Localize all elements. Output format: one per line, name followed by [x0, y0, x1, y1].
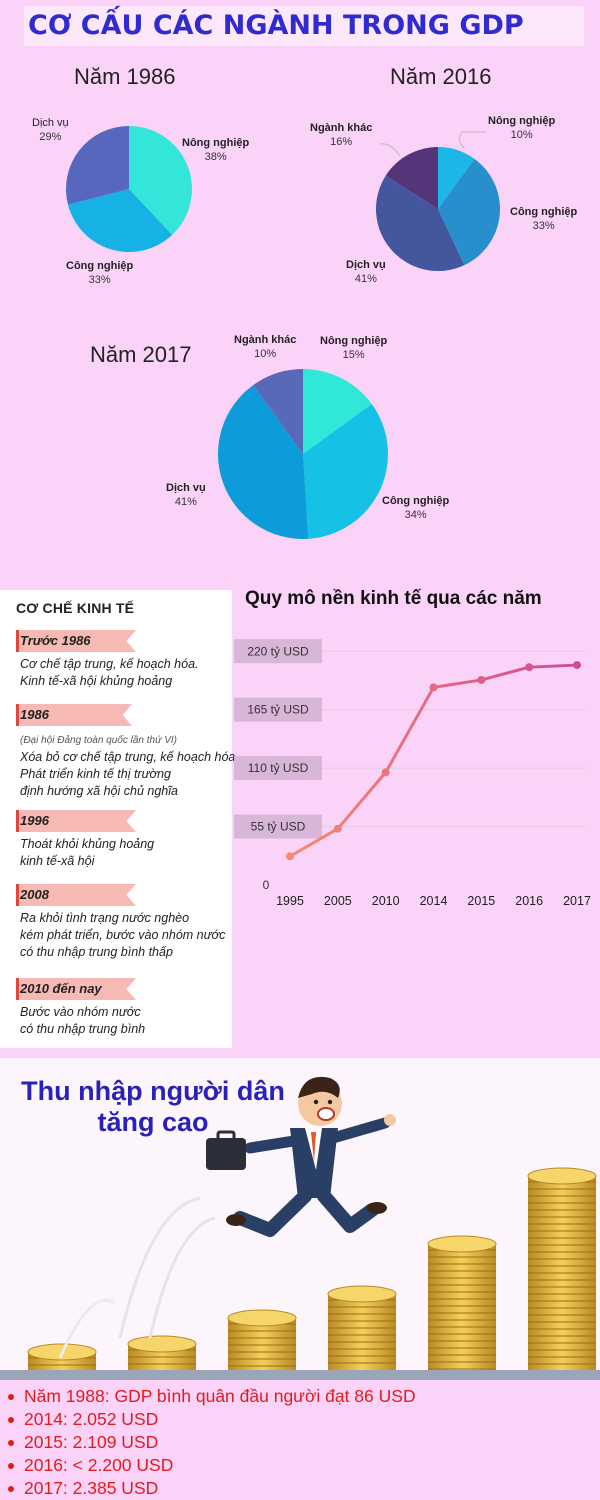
pie-slice-3	[253, 369, 303, 454]
data-point	[429, 683, 438, 692]
page-title: CƠ CẤU CÁC NGÀNH TRONG GDP	[24, 6, 584, 46]
x-tick-label: 2014	[420, 894, 448, 908]
list-item: 2014: 2.052 USD	[8, 1408, 416, 1431]
pie-2016-label-nganh-khac: Ngành khác 16%	[310, 122, 373, 148]
pie-2017-label-dich-vu: Dịch vụ 41%	[166, 482, 206, 508]
y-tick-label: 165 tỷ USD	[247, 703, 309, 717]
income-bullet-list: Năm 1988: GDP bình quân đầu người đạt 86…	[8, 1385, 416, 1500]
economic-mechanism-panel: CƠ CHẾ KINH TẾ Trước 1986 Cơ chế tập tru…	[0, 590, 239, 1048]
pie-slice-0	[438, 147, 475, 209]
line-chart-title: Quy mô nền kinh tế qua các năm	[245, 588, 542, 609]
road-strip	[0, 1370, 600, 1380]
pie-slice-0	[129, 126, 193, 235]
pie-slice-2	[217, 385, 309, 539]
pie-slice-2	[66, 126, 129, 205]
mechanism-year-ribbon: 1996	[16, 810, 136, 832]
pie-2016-label-dich-vu: Dịch vụ 41%	[346, 259, 386, 285]
economy-scale-line-chart: 0 55 tỷ USD 110 tỷ USD 165 tỷ USD 220 tỷ USD…	[234, 639, 591, 908]
pie-chart-2017	[217, 369, 388, 539]
x-tick-label: 2016	[515, 894, 543, 908]
mechanism-year-ribbon: 1986	[16, 704, 132, 726]
income-title: Thu nhập người dân tăng cao	[21, 1076, 285, 1137]
mechanism-item-text: Thoát khỏi khủng hoảng kinh tế-xã hội	[20, 837, 155, 868]
pie-chart-1986	[66, 126, 193, 253]
businessman-icon	[206, 1076, 396, 1237]
pie-slice-1	[67, 189, 173, 253]
y-tick-label: 0	[263, 878, 270, 892]
x-tick-label: 2010	[372, 894, 400, 908]
pie-2016-leader-lines	[379, 131, 486, 157]
mechanism-year-ribbon: 2008	[16, 884, 136, 906]
mechanism-item-text: Cơ chế tập trung, kế hoạch hóa. Kinh tế-x…	[20, 657, 199, 688]
pie-slice-0	[303, 369, 372, 454]
data-point	[333, 824, 342, 833]
pie-2017-title: Năm 2017	[90, 342, 192, 367]
y-tick-label: 220 tỷ USD	[247, 644, 309, 658]
y-tick-box	[234, 639, 322, 664]
pie-2017-label-cong-nghiep: Công nghiệp 34%	[382, 495, 450, 521]
pie-2016-title: Năm 2016	[390, 64, 492, 89]
pie-2016-label-cong-nghiep: Công nghiệp 33%	[510, 206, 578, 232]
pie-slice-3	[385, 147, 438, 209]
y-tick-box	[234, 756, 322, 781]
list-item: 2017: 2.385 USD	[8, 1477, 416, 1500]
data-point	[573, 661, 581, 670]
mechanism-item-text: Bước vào nhóm nước có thu nhập trung bình	[20, 1005, 146, 1036]
list-item: Năm 1988: GDP bình quân đầu người đạt 86…	[8, 1385, 416, 1408]
x-tick-label: 2017	[563, 894, 591, 908]
mechanism-item-text: Ra khỏi tình trạng nước nghèo kém phát tr…	[20, 911, 226, 959]
list-item: 2016: < 2.200 USD	[8, 1454, 416, 1477]
pie-1986-label-dich-vu: Dịch vụ 29%	[32, 117, 69, 143]
x-tick-label: 2005	[324, 894, 352, 908]
pie-slice-2	[376, 175, 465, 271]
mechanism-year-ribbon: Trước 1986	[16, 630, 136, 652]
pie-slice-1	[438, 158, 500, 266]
pie-1986-label-nong-nghiep: Nông nghiệp 38%	[182, 137, 250, 163]
data-point	[286, 852, 294, 861]
list-item: 2015: 2.109 USD	[8, 1431, 416, 1454]
x-tick-label: 1995	[276, 894, 304, 908]
y-tick-box	[234, 814, 322, 839]
data-point	[381, 768, 390, 777]
pie-chart-2016	[376, 147, 500, 271]
y-tick-box	[234, 697, 322, 722]
y-tick-label: 55 tỷ USD	[251, 820, 306, 834]
pie-1986-title: Năm 1986	[74, 64, 176, 89]
mechanism-item-text: (Đại hội Đảng toàn quốc lần thứ VI) Xóa …	[20, 735, 239, 798]
pie-2017-label-nganh-khac: Ngành khác 10%	[234, 334, 297, 360]
mechanism-heading: CƠ CHẾ KINH TẾ	[16, 600, 135, 616]
data-point	[525, 663, 534, 672]
coin-stacks-illustration	[27, 1076, 597, 1370]
income-illustration: Thu nhập người dân tăng cao	[0, 1058, 600, 1380]
pie-slice-1	[303, 404, 388, 539]
data-point	[477, 675, 486, 684]
pie-1986-label-cong-nghiep: Công nghiệp 33%	[66, 260, 134, 286]
mechanism-year-ribbon: 2010 đến nay	[16, 978, 136, 1000]
series-line	[289, 663, 578, 858]
x-tick-label: 2015	[467, 894, 495, 908]
pie-2017-label-nong-nghiep: Nông nghiệp 15%	[320, 335, 388, 361]
pie-2016-label-nong-nghiep: Nông nghiệp 10%	[488, 115, 556, 141]
y-tick-label: 110 tỷ USD	[248, 761, 309, 775]
